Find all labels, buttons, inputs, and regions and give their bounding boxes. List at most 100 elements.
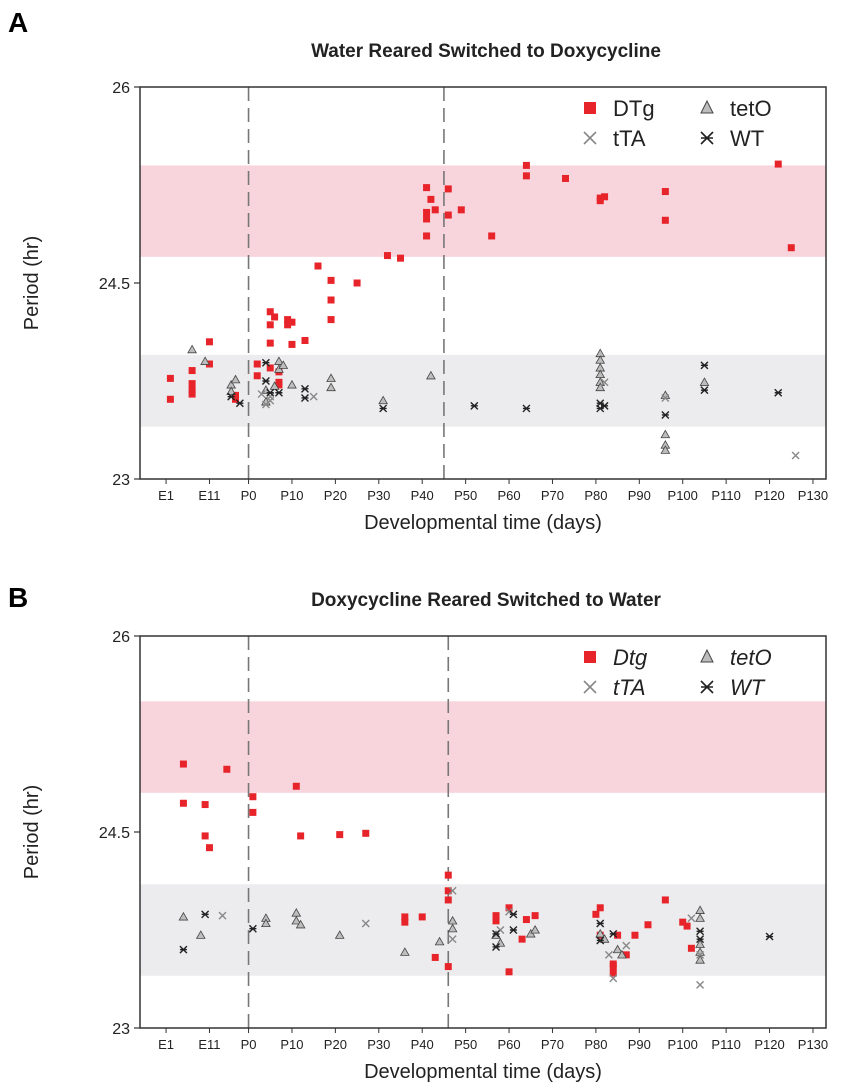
x-axis-label: Developmental time (days)	[364, 1061, 602, 1083]
x-tick-label: P30	[367, 1037, 390, 1052]
data-point-dtg	[297, 832, 305, 840]
data-point-dtg	[423, 208, 431, 216]
legend-glyph-dtg	[584, 102, 596, 114]
data-point-dtg	[179, 799, 187, 807]
x-tick-label: P100	[668, 1037, 698, 1052]
x-tick-label: P80	[584, 488, 607, 503]
series-wt	[227, 358, 783, 419]
x-tick-label: P100	[668, 488, 698, 503]
band-pink	[140, 165, 826, 257]
data-point-wt	[274, 388, 283, 397]
legend-glyph-tta	[583, 680, 597, 694]
data-point-dtg	[418, 913, 426, 921]
series-tta	[218, 886, 705, 989]
data-point-dtg	[275, 381, 283, 389]
x-axis-label: Developmental time (days)	[364, 512, 602, 534]
data-point-teto	[261, 918, 271, 928]
data-point-tta	[218, 911, 227, 920]
data-point-wt	[774, 388, 783, 397]
data-point-dtg	[327, 296, 335, 304]
data-point-dtg	[614, 931, 622, 939]
legend-glyph-dtg	[584, 651, 596, 663]
data-point-dtg	[383, 252, 391, 260]
series-wt	[179, 910, 774, 954]
y-tick-label: 26	[112, 629, 130, 646]
legend-glyph-wt	[700, 131, 714, 145]
data-point-teto	[399, 947, 410, 956]
data-point-dtg	[427, 195, 435, 203]
data-point-teto	[226, 386, 237, 396]
band-pink	[140, 701, 826, 793]
data-point-dtg	[787, 244, 795, 252]
data-point-wt	[765, 932, 774, 941]
data-point-dtg	[188, 390, 196, 398]
y-tick-label: 23	[112, 1021, 130, 1038]
data-point-dtg	[327, 276, 335, 284]
data-point-dtg	[188, 367, 196, 375]
data-point-dtg	[266, 339, 274, 347]
legend-glyph-teto	[700, 99, 714, 114]
data-point-dtg	[444, 185, 452, 193]
x-tick-label: P70	[541, 1037, 564, 1052]
data-point-dtg	[596, 197, 604, 205]
data-point-dtg	[288, 318, 296, 326]
data-point-dtg	[401, 918, 409, 926]
data-point-dtg	[522, 916, 530, 924]
band-gray	[140, 884, 826, 976]
data-point-wt	[609, 929, 618, 938]
data-point-tta	[622, 941, 631, 950]
data-point-dtg	[201, 801, 209, 809]
data-point-wt	[261, 358, 270, 367]
legend: Dtg tetO tTA WT	[583, 645, 772, 700]
data-point-dtg	[284, 316, 292, 324]
data-point-dtg	[522, 172, 530, 180]
panel-letter: A	[8, 7, 28, 38]
x-tick-label: P130	[798, 488, 828, 503]
data-point-tta	[687, 914, 696, 923]
legend-label-tta: tTA	[613, 126, 646, 151]
data-point-dtg	[505, 968, 513, 976]
y-tick-label: 23	[112, 472, 130, 489]
data-point-teto	[291, 915, 302, 925]
data-point-teto	[200, 356, 211, 365]
data-point-teto	[695, 913, 705, 922]
data-point-teto	[295, 919, 306, 929]
data-point-teto	[230, 374, 241, 384]
x-tick-label: P110	[711, 1037, 740, 1052]
data-point-tta	[448, 886, 457, 895]
series-tta	[257, 378, 800, 460]
data-point-teto	[434, 936, 445, 946]
legend-glyph-teto	[700, 648, 714, 663]
data-point-dtg	[522, 161, 530, 169]
data-point-wt	[235, 399, 244, 408]
data-point-dtg	[488, 232, 496, 240]
data-point-dtg	[249, 793, 257, 801]
x-tick-label: E11	[198, 488, 220, 503]
data-point-teto	[269, 381, 280, 390]
data-point-dtg	[505, 904, 513, 912]
data-point-dtg	[362, 829, 370, 837]
chart-title: Doxycycline Reared Switched to Water	[311, 590, 661, 611]
data-point-wt	[509, 910, 518, 919]
data-point-tta	[448, 935, 457, 944]
data-point-wt	[300, 384, 309, 393]
data-point-wt	[179, 945, 188, 954]
data-point-dtg	[423, 215, 431, 223]
x-tick-label: E11	[198, 1037, 220, 1052]
data-point-wt	[261, 377, 270, 385]
data-point-wt	[492, 929, 501, 938]
legend-label-wt: WT	[730, 126, 764, 151]
data-point-dtg	[188, 386, 196, 394]
data-point-dtg	[601, 193, 609, 201]
legend-label-teto: tetO	[730, 96, 772, 121]
x-tick-label: P0	[241, 488, 257, 503]
x-tick-label: P120	[754, 1037, 784, 1052]
data-point-dtg	[166, 395, 174, 403]
x-tick-label: P90	[628, 488, 651, 503]
data-point-teto	[178, 911, 189, 921]
legend-label-wt: WT	[730, 675, 766, 700]
legend-glyph-tta	[583, 131, 597, 145]
data-point-wt	[492, 942, 501, 951]
legend-label-tta: tTA	[613, 675, 646, 700]
